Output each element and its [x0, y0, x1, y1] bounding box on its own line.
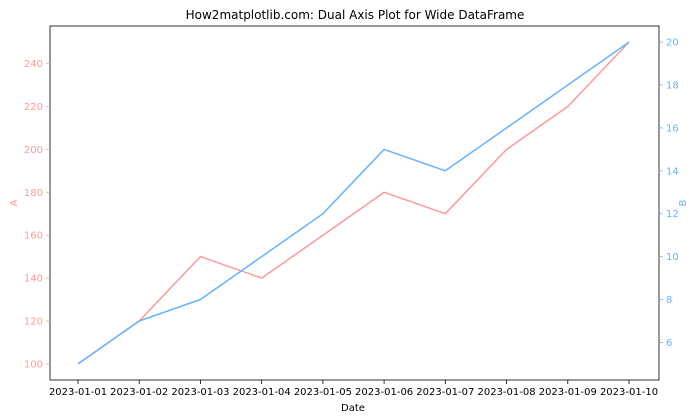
y-right-tick-label: 8 — [666, 295, 672, 306]
y-right-tick-label: 6 — [666, 338, 672, 349]
plot-area: 2023-01-01 2023-01-02 2023-01-03 2023-01-04… — [24, 25, 679, 398]
x-tick-label: 2023-01-10 — [600, 387, 658, 398]
series-line-A — [77, 41, 630, 365]
x-axis-label: Date — [341, 403, 365, 414]
x-tick-label: 2023-01-04 — [233, 387, 291, 398]
x-tick-label: 2023-01-01 — [49, 387, 107, 398]
y-right-tick-label: 10 — [666, 252, 679, 263]
y-right-tick-label: 16 — [666, 123, 679, 134]
x-tick-label: 2023-01-06 — [355, 387, 413, 398]
plot-frame — [49, 25, 660, 381]
y-left-tick-label: 200 — [24, 145, 43, 156]
y-right-tick-label: 18 — [666, 81, 679, 92]
y-right-tick-label: 12 — [666, 209, 679, 220]
series-line-B — [77, 41, 630, 365]
x-tick-label: 2023-01-07 — [416, 387, 474, 398]
y-left-tick-label: 160 — [24, 231, 43, 242]
x-tick-label: 2023-01-03 — [171, 387, 229, 398]
y-left-tick-label: 100 — [24, 359, 43, 370]
x-tick-label: 2023-01-02 — [110, 387, 168, 398]
y-right-tick-label: 20 — [666, 38, 679, 49]
y-left-tick-label: 220 — [24, 102, 43, 113]
y-left-tick-label: 240 — [24, 59, 43, 70]
y-right-tick-label: 14 — [666, 166, 679, 177]
y-left-axis-label: A — [9, 199, 20, 206]
y-left-tick-label: 180 — [24, 188, 43, 199]
y-right-axis-label: B — [678, 199, 689, 206]
x-tick-label: 2023-01-05 — [294, 387, 352, 398]
y-left-tick-label: 140 — [24, 274, 43, 285]
x-tick-label: 2023-01-08 — [477, 387, 535, 398]
x-tick-label: 2023-01-09 — [539, 387, 597, 398]
y-left-tick-label: 120 — [24, 317, 43, 328]
chart-title: How2matplotlib.com: Dual Axis Plot for W… — [186, 8, 525, 22]
